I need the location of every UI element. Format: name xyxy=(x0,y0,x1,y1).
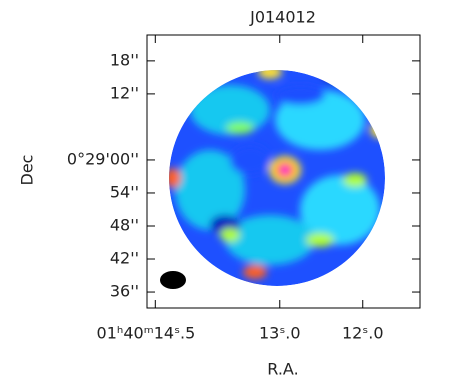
y-tick-label: 54'' xyxy=(110,182,139,201)
x-tick-label: 13ˢ.0 xyxy=(259,324,301,343)
y-tick-label: 12'' xyxy=(110,83,139,102)
x-tick-label: 12ˢ.0 xyxy=(342,324,384,343)
x-tick-label: 01ʰ40ᵐ14ˢ.5 xyxy=(97,324,196,343)
y-axis-label: Dec xyxy=(18,155,37,186)
y-tick-label: 0°29'00'' xyxy=(67,149,139,168)
chart-title: J014012 xyxy=(249,8,316,27)
y-tick-label: 42'' xyxy=(110,249,139,268)
y-tick-label: 48'' xyxy=(110,215,139,234)
map-image xyxy=(169,70,385,286)
beam xyxy=(160,271,186,289)
y-tick-label: 18'' xyxy=(110,50,139,69)
plot-frame xyxy=(146,34,421,309)
y-tick-label: 36'' xyxy=(110,282,139,301)
x-axis-label: R.A. xyxy=(267,360,298,379)
